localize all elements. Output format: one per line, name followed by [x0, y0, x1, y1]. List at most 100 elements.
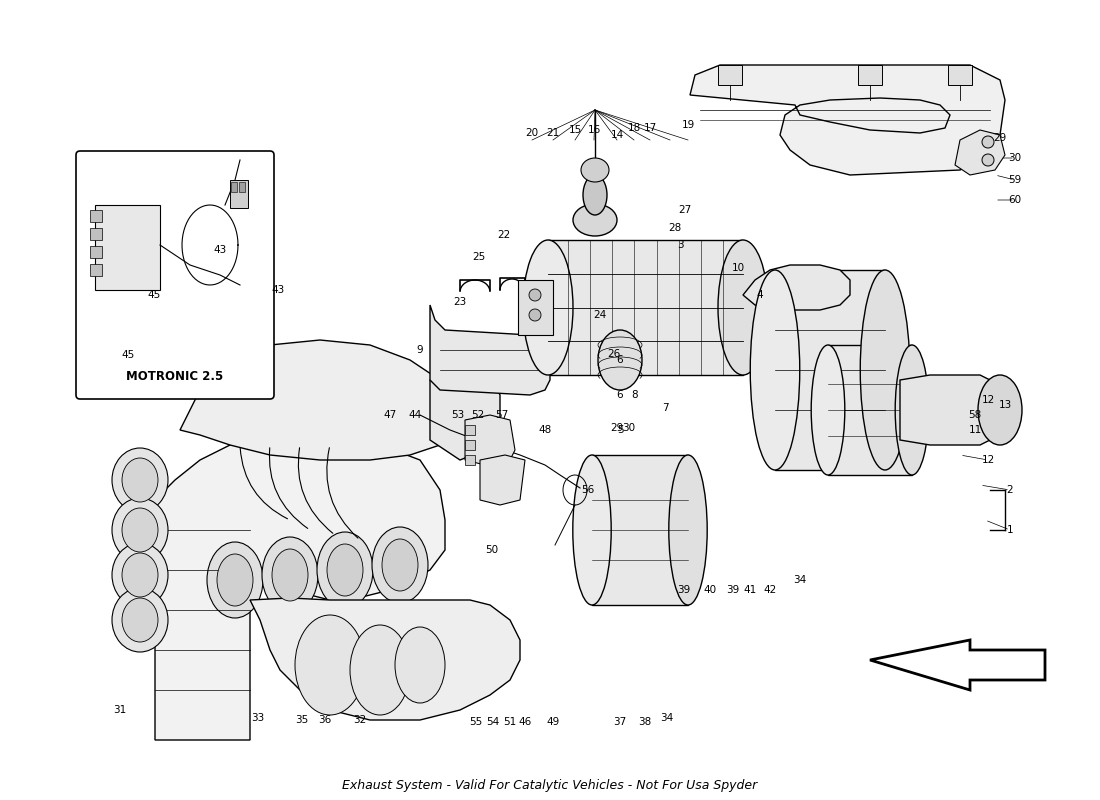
Bar: [90, 264, 102, 276]
Text: Exhaust System - Valid For Catalytic Vehicles - Not For Usa Spyder: Exhaust System - Valid For Catalytic Veh…: [342, 778, 758, 791]
Ellipse shape: [982, 154, 994, 166]
Ellipse shape: [295, 615, 365, 715]
Polygon shape: [690, 65, 1005, 175]
Ellipse shape: [581, 158, 609, 182]
Polygon shape: [742, 265, 850, 310]
Ellipse shape: [207, 542, 263, 618]
Bar: [776, 270, 886, 470]
Text: 56: 56: [582, 485, 595, 495]
Ellipse shape: [982, 136, 994, 148]
Text: 33: 33: [252, 713, 265, 723]
Bar: [592, 455, 688, 605]
Bar: [548, 240, 742, 375]
Ellipse shape: [811, 345, 845, 475]
Text: 12: 12: [981, 455, 994, 465]
Text: 29: 29: [610, 423, 624, 433]
Text: 46: 46: [518, 717, 531, 727]
Ellipse shape: [598, 330, 642, 390]
Ellipse shape: [529, 309, 541, 321]
Polygon shape: [465, 415, 515, 465]
Text: 50: 50: [485, 545, 498, 555]
Polygon shape: [430, 370, 500, 460]
Text: 48: 48: [538, 425, 551, 435]
Bar: [95, 205, 160, 290]
Ellipse shape: [522, 240, 573, 375]
Text: 17: 17: [644, 123, 657, 133]
Text: 18: 18: [627, 123, 640, 133]
Text: 28: 28: [669, 223, 682, 233]
Bar: [948, 65, 972, 85]
Ellipse shape: [573, 204, 617, 236]
Text: 6: 6: [617, 390, 624, 400]
Polygon shape: [180, 340, 460, 460]
Text: 29: 29: [993, 133, 1007, 143]
Text: 54: 54: [486, 717, 499, 727]
Text: 4: 4: [757, 290, 763, 300]
Ellipse shape: [217, 554, 253, 606]
Ellipse shape: [573, 455, 612, 605]
Text: 6: 6: [617, 355, 624, 365]
Text: 51: 51: [504, 717, 517, 727]
Text: 3: 3: [676, 240, 683, 250]
Text: 36: 36: [318, 715, 331, 725]
Text: 43: 43: [272, 285, 285, 295]
Bar: [90, 210, 102, 222]
Text: 52: 52: [472, 410, 485, 420]
Text: 58: 58: [968, 410, 981, 420]
Bar: [465, 455, 475, 465]
Ellipse shape: [529, 289, 541, 301]
Text: 30: 30: [1009, 153, 1022, 163]
Polygon shape: [480, 455, 525, 505]
Text: 19: 19: [681, 120, 694, 130]
Ellipse shape: [395, 627, 446, 703]
Text: 25: 25: [472, 252, 485, 262]
Text: 37: 37: [614, 717, 627, 727]
Text: 16: 16: [587, 125, 601, 135]
Ellipse shape: [669, 455, 707, 605]
Ellipse shape: [112, 448, 168, 512]
Text: 45: 45: [147, 290, 161, 300]
Text: 9: 9: [417, 345, 424, 355]
Text: 44: 44: [408, 410, 421, 420]
Text: 41: 41: [744, 585, 757, 595]
Ellipse shape: [122, 553, 158, 597]
Ellipse shape: [112, 498, 168, 562]
Bar: [828, 345, 912, 475]
Text: 10: 10: [732, 263, 745, 273]
Text: 2: 2: [1006, 485, 1013, 495]
Bar: [230, 180, 248, 208]
Ellipse shape: [122, 458, 158, 502]
Text: 47: 47: [384, 410, 397, 420]
Text: 15: 15: [569, 125, 582, 135]
Text: 55: 55: [470, 717, 483, 727]
Text: 53: 53: [451, 410, 464, 420]
Ellipse shape: [372, 527, 428, 603]
Bar: [239, 182, 245, 192]
Text: 27: 27: [679, 205, 692, 215]
FancyBboxPatch shape: [76, 151, 274, 399]
Text: 34: 34: [793, 575, 806, 585]
Ellipse shape: [112, 588, 168, 652]
Text: 31: 31: [113, 705, 127, 715]
Text: 34: 34: [660, 713, 673, 723]
Bar: [465, 425, 475, 435]
Text: 8: 8: [631, 390, 638, 400]
Text: 1: 1: [1006, 525, 1013, 535]
Ellipse shape: [750, 270, 800, 470]
Polygon shape: [430, 305, 550, 395]
Text: 35: 35: [296, 715, 309, 725]
Ellipse shape: [262, 537, 318, 613]
Ellipse shape: [583, 175, 607, 215]
Ellipse shape: [978, 375, 1022, 445]
Polygon shape: [250, 598, 520, 720]
Bar: [518, 280, 553, 335]
Text: 38: 38: [638, 717, 651, 727]
Text: 22: 22: [497, 230, 510, 240]
Ellipse shape: [860, 270, 910, 470]
Text: 30: 30: [623, 423, 636, 433]
Ellipse shape: [895, 345, 928, 475]
Text: 49: 49: [547, 717, 560, 727]
Bar: [465, 440, 475, 450]
Ellipse shape: [122, 598, 158, 642]
Text: 5: 5: [617, 425, 624, 435]
